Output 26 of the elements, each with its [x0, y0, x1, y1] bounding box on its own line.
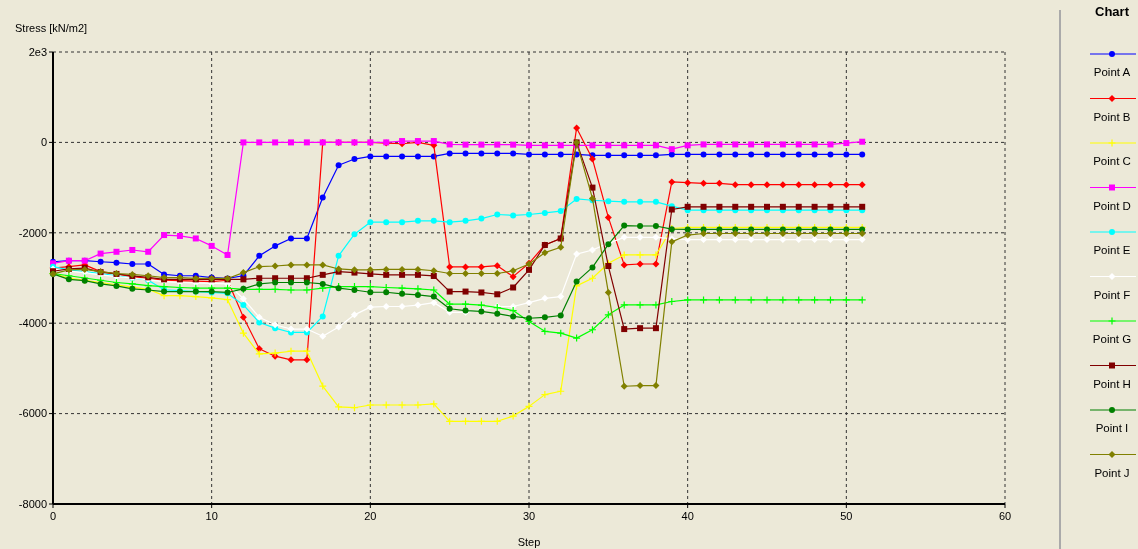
x-tick-label: 0 [49, 510, 57, 522]
legend-title: Chart [1095, 4, 1130, 19]
legend-label: Point I [1095, 422, 1129, 434]
legend-label: Point C [1093, 155, 1131, 167]
legend-label: Point D [1093, 199, 1131, 212]
y-tick-label: -2000 [18, 226, 47, 239]
x-axis-title: Step [517, 536, 541, 548]
legend-label: Point G [1092, 333, 1132, 345]
legend-label: Point A [1093, 66, 1131, 78]
x-tick-label: 50 [840, 510, 853, 522]
legend-label: Point J [1094, 466, 1130, 479]
x-tick-label: 30 [522, 510, 536, 522]
y-axis-title: Stress [kN/m2] [15, 22, 88, 34]
x-tick-label: 40 [681, 510, 694, 522]
x-tick-label: 10 [205, 510, 218, 522]
y-tick-label: -4000 [18, 317, 47, 330]
legend-label: Point B [1093, 110, 1131, 123]
legend-label: Point E [1093, 244, 1131, 256]
legend-label: Point F [1093, 288, 1131, 301]
y-tick-label: 2e3 [28, 45, 47, 58]
legend-label: Point H [1093, 377, 1131, 390]
y-tick-label: -8000 [18, 497, 47, 510]
y-tick-label: 0 [40, 136, 47, 149]
x-tick-label: 20 [364, 510, 377, 522]
y-tick-label: -6000 [18, 407, 47, 420]
x-tick-label: 60 [998, 510, 1012, 522]
